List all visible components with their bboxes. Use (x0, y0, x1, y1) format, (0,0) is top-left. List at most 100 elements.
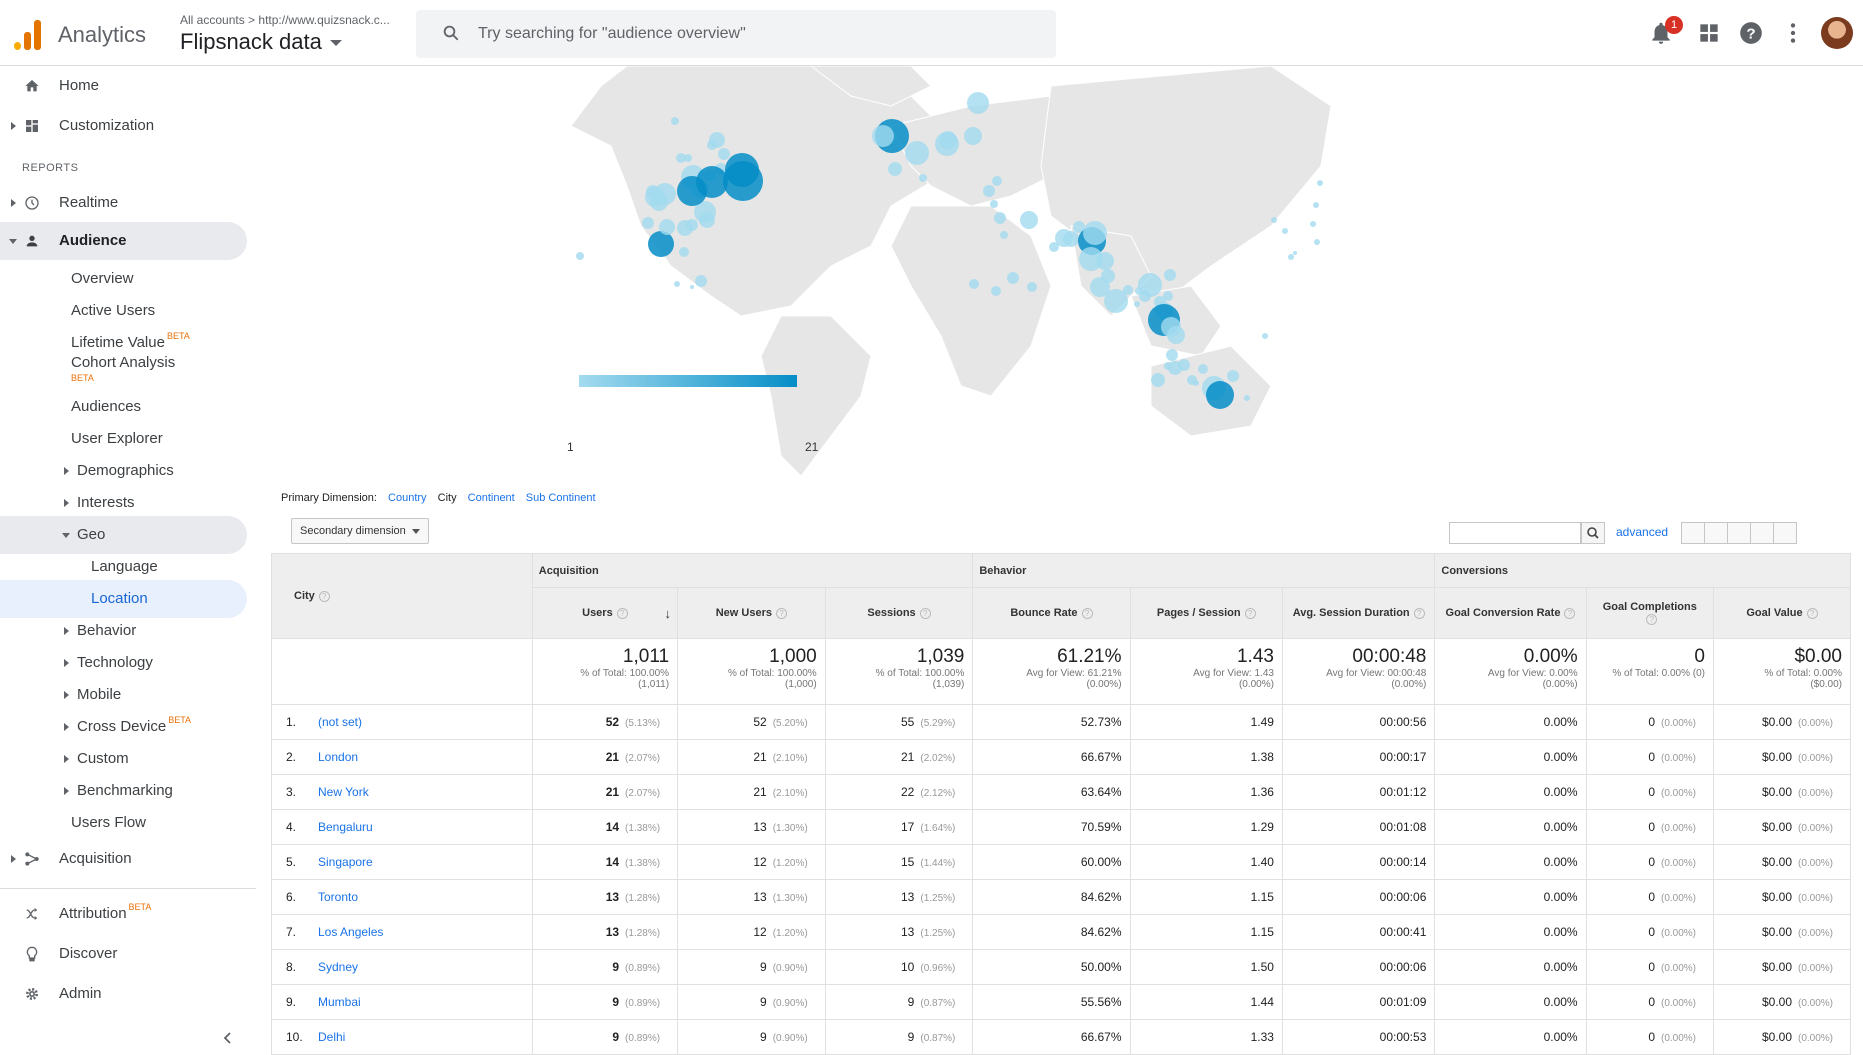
breadcrumb-property[interactable]: http://www.quizsnack.c... (258, 13, 390, 27)
sidebar-item-attribution[interactable]: Attribution BETA (0, 895, 256, 933)
user-avatar[interactable] (1821, 17, 1853, 49)
map-bubble[interactable] (1288, 254, 1294, 260)
map-bubble[interactable] (1167, 326, 1185, 344)
col-goal-completions[interactable]: Goal Completions? (1585, 587, 1715, 639)
city-link[interactable]: Bengaluru (318, 820, 373, 834)
col-goal-conversion-rate[interactable]: Goal Conversion Rate? (1434, 587, 1587, 639)
city-link[interactable]: Mumbai (318, 995, 361, 1009)
search-input[interactable] (478, 10, 1038, 58)
sidebar-item-acquisition[interactable]: Acquisition (0, 840, 256, 878)
map-bubble[interactable] (1134, 301, 1140, 307)
map-bubble[interactable] (1020, 211, 1038, 229)
map-bubble[interactable] (1151, 373, 1165, 387)
sidebar-item-active-users[interactable]: Active Users (0, 292, 256, 330)
map-bubble[interactable] (690, 285, 694, 289)
map-bubble[interactable] (1227, 370, 1239, 382)
map-bubble[interactable] (994, 212, 1006, 224)
map-bubble[interactable] (642, 217, 654, 229)
sidebar-item-demographics[interactable]: Demographics (0, 452, 256, 490)
map-bubble[interactable] (888, 162, 902, 176)
sidebar-item-realtime[interactable]: Realtime (0, 184, 256, 222)
sidebar-item-interests[interactable]: Interests (0, 484, 256, 522)
map-bubble[interactable] (677, 176, 707, 206)
pivot-view-icon[interactable] (1773, 522, 1797, 544)
map-bubble[interactable] (1317, 180, 1323, 186)
dimension-sub-continent-link[interactable]: Sub Continent (525, 492, 596, 504)
map-bubble[interactable] (1166, 349, 1178, 361)
sidebar-item-behavior[interactable]: Behavior (0, 612, 256, 650)
sidebar-item-cohort-analysis[interactable]: Cohort Analysis BETA (0, 352, 256, 386)
sidebar-item-discover[interactable]: Discover (0, 935, 256, 973)
sidebar-item-lifetime-value[interactable]: Lifetime Value BETA (0, 324, 256, 362)
map-bubble[interactable] (990, 200, 998, 208)
col-new-users[interactable]: New Users? (677, 587, 826, 639)
help-icon[interactable]: ? (1738, 20, 1764, 46)
map-bubble[interactable] (1163, 291, 1173, 301)
map-bubble[interactable] (983, 185, 995, 197)
map-bubble[interactable] (967, 92, 989, 114)
secondary-dimension-dropdown[interactable]: Secondary dimension (291, 518, 429, 544)
sidebar-item-user-explorer[interactable]: User Explorer (0, 420, 256, 458)
map-bubble[interactable] (991, 286, 1001, 296)
map-bubble[interactable] (969, 279, 979, 289)
map-bubble[interactable] (1083, 221, 1107, 245)
sidebar-item-technology[interactable]: Technology (0, 644, 256, 682)
map-bubble[interactable] (650, 193, 668, 211)
map-bubble[interactable] (1262, 333, 1268, 339)
comparison-view-icon[interactable] (1750, 522, 1774, 544)
map-bubble[interactable] (1027, 282, 1037, 292)
map-bubble[interactable] (1206, 381, 1234, 409)
city-link[interactable]: New York (318, 785, 369, 799)
sidebar-item-benchmarking[interactable]: Benchmarking (0, 772, 256, 810)
table-filter-input[interactable] (1449, 522, 1581, 544)
map-bubble[interactable] (684, 154, 692, 162)
map-bubble[interactable] (1049, 242, 1059, 252)
account-breadcrumb[interactable]: All accounts > http://www.quizsnack.c... (180, 13, 390, 27)
city-link[interactable]: Singapore (318, 855, 373, 869)
city-link[interactable]: London (318, 750, 359, 764)
map-bubble[interactable] (1178, 359, 1190, 371)
city-link[interactable]: Toronto (318, 890, 359, 904)
map-bubble[interactable] (695, 275, 707, 287)
col-sessions[interactable]: Sessions? (824, 587, 974, 639)
map-bubble[interactable] (872, 125, 894, 147)
more-vert-icon[interactable] (1780, 20, 1806, 46)
sidebar-item-audience[interactable]: Audience (0, 222, 247, 260)
col-users[interactable]: Users? ↓ (531, 587, 679, 639)
analytics-logo-icon[interactable] (14, 20, 42, 50)
sidebar-item-language[interactable]: Language (0, 548, 256, 586)
map-bubble[interactable] (964, 127, 982, 145)
dimension-country-link[interactable]: Country (388, 492, 427, 504)
col-avg-session-duration[interactable]: Avg. Session Duration? (1281, 587, 1436, 639)
map-bubble[interactable] (1007, 272, 1019, 284)
breadcrumb-all-accounts[interactable]: All accounts (180, 13, 245, 27)
map-bubble[interactable] (1313, 202, 1319, 208)
col-pages-session[interactable]: Pages / Session? (1129, 587, 1283, 639)
dimension-continent-link[interactable]: Continent (467, 492, 515, 504)
account-selector[interactable]: Flipsnack data (180, 29, 342, 55)
map-bubble[interactable] (1096, 252, 1114, 270)
map-bubble[interactable] (576, 252, 584, 260)
sidebar-item-customization[interactable]: Customization (0, 107, 256, 145)
sidebar-item-cross-device[interactable]: Cross Device BETA (0, 708, 256, 746)
city-link[interactable]: Sydney (318, 960, 359, 974)
city-link[interactable]: (not set) (318, 715, 363, 729)
map-bubble[interactable] (1164, 269, 1176, 281)
map-bubble[interactable] (1104, 289, 1128, 313)
collapse-sidebar-chevron-icon[interactable] (222, 1032, 234, 1044)
sidebar-item-mobile[interactable]: Mobile (0, 676, 256, 714)
search-bar[interactable] (416, 10, 1056, 58)
map-bubble[interactable] (686, 219, 698, 231)
map-bubble[interactable] (1271, 217, 1277, 223)
map-bubble[interactable] (1198, 364, 1208, 374)
map-bubble[interactable] (1314, 239, 1320, 245)
map-bubble[interactable] (1139, 290, 1151, 302)
map-bubble[interactable] (1282, 228, 1288, 234)
sidebar-item-overview[interactable]: Overview (0, 260, 256, 298)
map-bubble[interactable] (1244, 395, 1250, 401)
map-bubble[interactable] (992, 176, 1002, 186)
map-bubble[interactable] (694, 201, 716, 223)
map-bubble[interactable] (679, 247, 689, 257)
geo-map[interactable]: 1 21 (271, 65, 1851, 479)
sidebar-item-users-flow[interactable]: Users Flow (0, 804, 256, 842)
